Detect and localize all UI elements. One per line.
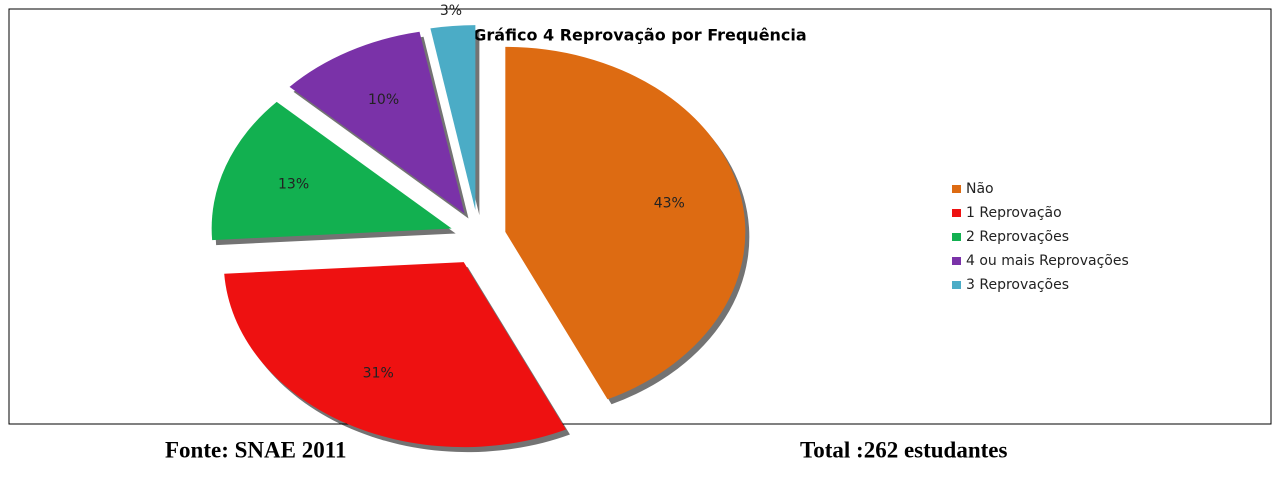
legend-label: Não: [966, 181, 994, 197]
data-label: 10%: [368, 92, 399, 108]
chart-border: [8, 8, 1272, 425]
data-label: 31%: [363, 366, 394, 382]
total-note: Total :262 estudantes: [800, 437, 1007, 462]
legend-swatch: [952, 281, 961, 289]
legend-label: 1 Reprovação: [966, 205, 1062, 221]
slice: [430, 25, 476, 211]
slice: [505, 46, 746, 400]
legend-label: 3 Reprovações: [966, 277, 1069, 293]
chart-title: Gráfico 4 Reprovação por Frequência: [473, 26, 806, 45]
source-note: Fonte: SNAE 2011: [165, 437, 346, 462]
legend-swatch: [952, 257, 961, 265]
data-label: 3%: [440, 3, 462, 19]
data-label: 13%: [278, 177, 309, 193]
legend-swatch: [952, 185, 961, 193]
legend-label: 4 ou mais Reprovações: [966, 253, 1129, 269]
data-label: 43%: [654, 196, 685, 212]
slice: [289, 31, 465, 214]
legend-label: 2 Reprovações: [966, 229, 1069, 245]
legend-swatch: [952, 209, 961, 217]
slice: [211, 101, 452, 241]
legend-swatch: [952, 233, 961, 241]
slice: [224, 262, 566, 448]
